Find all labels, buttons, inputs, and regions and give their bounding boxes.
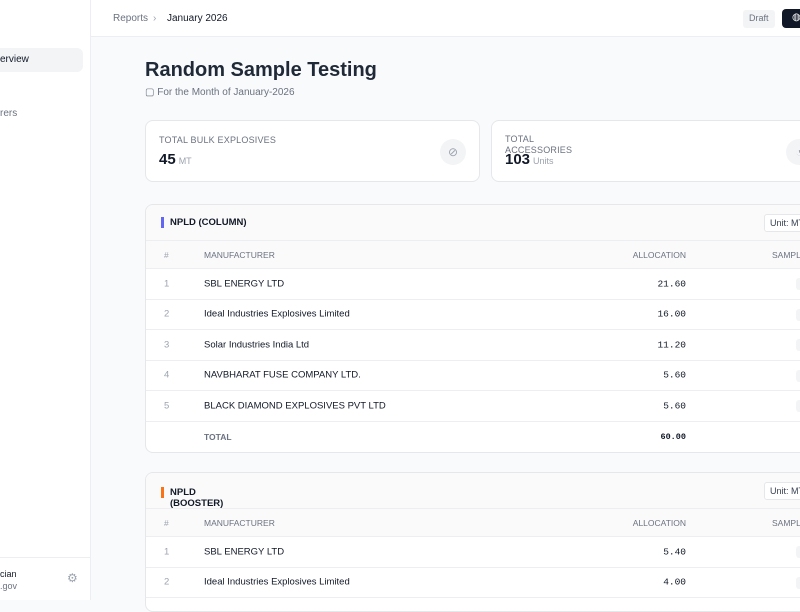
table-header: # MANUFACTURER ALLOCATION SAMPL xyxy=(146,509,800,537)
allocation-value: 5.60 xyxy=(663,369,686,381)
explosive-icon: ⊘ xyxy=(440,139,466,165)
col-manufacturer: MANUFACTURER xyxy=(204,517,275,528)
card-value: 45 MT xyxy=(159,151,192,168)
page-subtitle: ▢ For the Month of January-2026 xyxy=(145,87,295,98)
manufacturer-name: BLACK DIAMOND EXPLOSIVES PVT LTD xyxy=(204,400,386,412)
col-allocation: ALLOCATION xyxy=(632,517,686,528)
page-title: Random Sample Testing xyxy=(145,59,377,81)
table-row: 5 BLACK DIAMOND EXPLOSIVES PVT LTD 5.60 xyxy=(146,391,800,422)
sample-input[interactable] xyxy=(796,546,800,558)
manufacturer-name: Ideal Industries Explosives Limited xyxy=(204,308,350,320)
table-row: 2 Ideal Industries Explosives Limited 16.0… xyxy=(146,300,800,330)
row-number: 2 xyxy=(164,576,170,588)
col-num: # xyxy=(164,249,169,260)
status-badge: Draft xyxy=(743,10,775,28)
total-label: TOTAL xyxy=(204,431,232,442)
stat-card-accessories: TOTAL ACCESSORIES 103 Units ◔ xyxy=(491,120,800,182)
breadcrumb-reports[interactable]: Reports xyxy=(113,13,149,24)
chevron-right-icon: › xyxy=(153,13,157,24)
sample-input[interactable] xyxy=(796,369,800,382)
user-name: cian xyxy=(0,569,17,579)
allocation-value: 5.60 xyxy=(663,400,686,412)
col-sample: SAMPL xyxy=(772,249,800,260)
row-number: 1 xyxy=(164,546,170,558)
row-number: 1 xyxy=(164,278,170,290)
table-row: 4 NAVBHARAT FUSE COMPANY LTD. 5.60 xyxy=(146,361,800,391)
table-header: # MANUFACTURER ALLOCATION SAMPL xyxy=(146,241,800,269)
accessory-icon: ◔ xyxy=(786,139,800,165)
allocation-value: 5.40 xyxy=(663,546,686,558)
table-row: 2 Ideal Industries Explosives Limited 4.00 xyxy=(146,568,800,598)
manufacturer-name: SBL ENERGY LTD xyxy=(204,546,285,558)
row-number: 5 xyxy=(164,400,170,412)
manufacturer-name: Ideal Industries Explosives Limited xyxy=(204,576,350,588)
unit-select[interactable]: Unit: MT xyxy=(764,214,800,232)
card-label: TOTAL BULK EXPLOSIVES xyxy=(159,135,277,145)
allocation-value: 4.00 xyxy=(663,576,686,588)
table-npld-column: NPLD (COLUMN) Unit: MT # MANUFACTURER ALL… xyxy=(145,204,800,453)
user-email: .gov xyxy=(0,581,18,591)
manufacturer-name: SBL ENERGY LTD xyxy=(204,278,285,290)
table-title: NPLD (BOOSTER) xyxy=(161,487,231,509)
table-title: NPLD (COLUMN) xyxy=(161,217,247,228)
subtitle-text: For the Month of January-2026 xyxy=(157,87,295,98)
calendar-icon: ▢ xyxy=(145,87,155,98)
sidebar-item-overview[interactable]: erview xyxy=(0,48,83,72)
allocation-value: 21.60 xyxy=(657,278,686,290)
action-button[interactable]: ◍ xyxy=(782,9,800,28)
card-label: TOTAL ACCESSORIES xyxy=(505,134,573,155)
sample-input[interactable] xyxy=(796,308,800,321)
col-allocation: ALLOCATION xyxy=(632,249,686,260)
table-npld-booster: NPLD (BOOSTER) Unit: MT # MANUFACTURER AL… xyxy=(145,472,800,612)
table-row: 1 SBL ENERGY LTD 21.60 xyxy=(146,269,800,300)
breadcrumb-current: January 2026 xyxy=(167,13,228,24)
sample-input[interactable] xyxy=(796,339,800,351)
total-row: TOTAL 60.00 xyxy=(146,422,800,453)
user-profile: cian .gov ⚙ xyxy=(0,557,90,600)
col-sample: SAMPL xyxy=(772,517,800,528)
col-manufacturer: MANUFACTURER xyxy=(204,249,275,260)
manufacturer-name: NAVBHARAT FUSE COMPANY LTD. xyxy=(204,369,361,381)
row-number: 3 xyxy=(164,339,170,351)
table-row: 3 Solar Industries India Ltd 11.20 xyxy=(146,330,800,361)
card-value: 103 Units xyxy=(505,151,554,168)
sample-input[interactable] xyxy=(796,400,800,412)
sample-input[interactable] xyxy=(796,576,800,589)
stat-card-bulk: TOTAL BULK EXPLOSIVES 45 MT ⊘ xyxy=(145,120,480,182)
sidebar: erview rers cian .gov ⚙ xyxy=(0,0,91,600)
allocation-value: 11.20 xyxy=(657,339,686,351)
row-number: 2 xyxy=(164,308,170,320)
table-row: 1 SBL ENERGY LTD 5.40 xyxy=(146,537,800,568)
topbar: Reports › January 2026 Draft ◍ xyxy=(91,0,800,37)
sample-input[interactable] xyxy=(796,278,800,290)
total-value: 60.00 xyxy=(660,431,686,442)
gear-icon[interactable]: ⚙ xyxy=(67,571,78,585)
row-number: 4 xyxy=(164,369,170,381)
unit-select[interactable]: Unit: MT xyxy=(764,482,800,500)
manufacturer-name: Solar Industries India Ltd xyxy=(204,339,310,351)
globe-icon: ◍ xyxy=(792,12,800,23)
allocation-value: 16.00 xyxy=(657,308,686,320)
sidebar-item-manufacturers[interactable]: rers xyxy=(0,108,18,119)
col-num: # xyxy=(164,517,169,528)
